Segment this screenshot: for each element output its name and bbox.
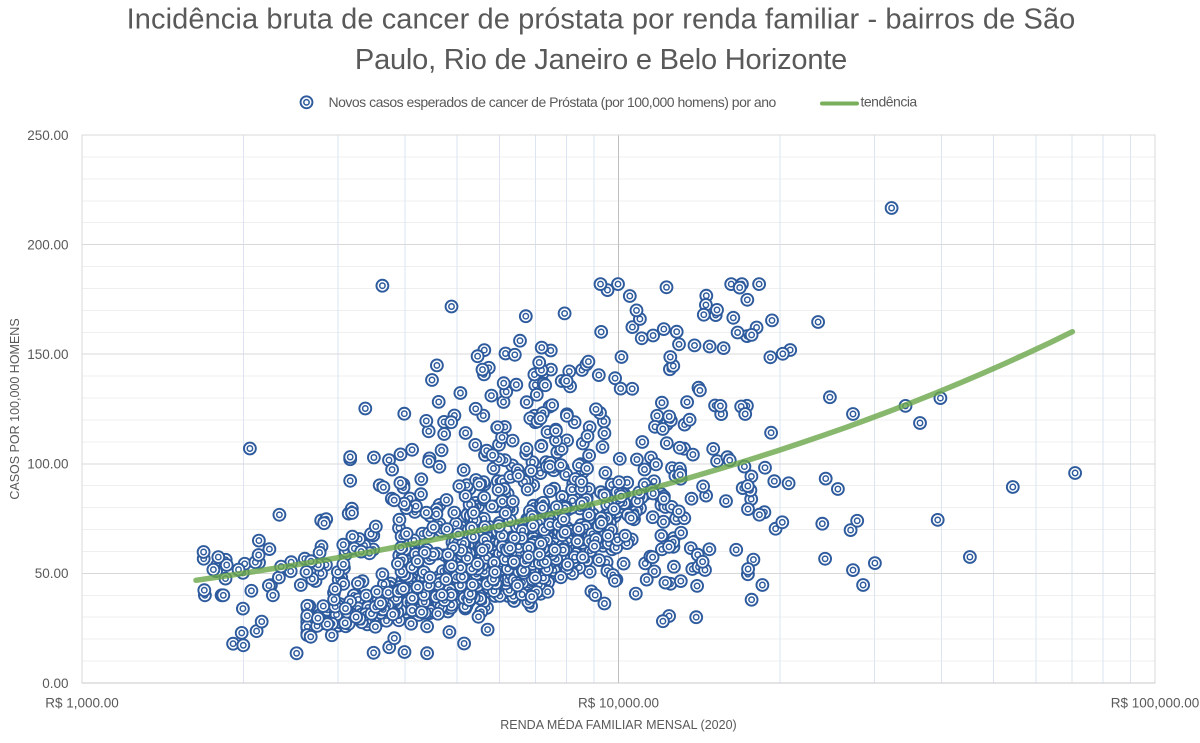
svg-text:R$ 100,000.00: R$ 100,000.00: [1111, 696, 1200, 711]
svg-text:Incidência bruta de cancer de: Incidência bruta de cancer de próstata p…: [127, 4, 1076, 36]
svg-text:0.00: 0.00: [42, 676, 68, 691]
svg-text:200.00: 200.00: [27, 237, 68, 252]
svg-text:CASOS POR 100,000 HOMENS: CASOS POR 100,000 HOMENS: [8, 318, 22, 499]
svg-text:150.00: 150.00: [27, 347, 68, 362]
svg-text:250.00: 250.00: [27, 128, 68, 143]
svg-text:Paulo, Rio de Janeiro e Belo H: Paulo, Rio de Janeiro e Belo Horizonte: [355, 44, 847, 76]
svg-text:50.00: 50.00: [35, 566, 69, 581]
svg-text:R$ 1,000.00: R$ 1,000.00: [45, 696, 119, 711]
svg-text:tendência: tendência: [861, 94, 918, 110]
svg-text:R$ 10,000.00: R$ 10,000.00: [578, 696, 659, 711]
svg-text:100.00: 100.00: [27, 457, 68, 472]
svg-text:RENDA MÉDA FAMILIAR MENSAL (20: RENDA MÉDA FAMILIAR MENSAL (2020): [500, 717, 736, 732]
svg-text:Novos casos esperados de cance: Novos casos esperados de cancer de Próst…: [329, 94, 777, 110]
